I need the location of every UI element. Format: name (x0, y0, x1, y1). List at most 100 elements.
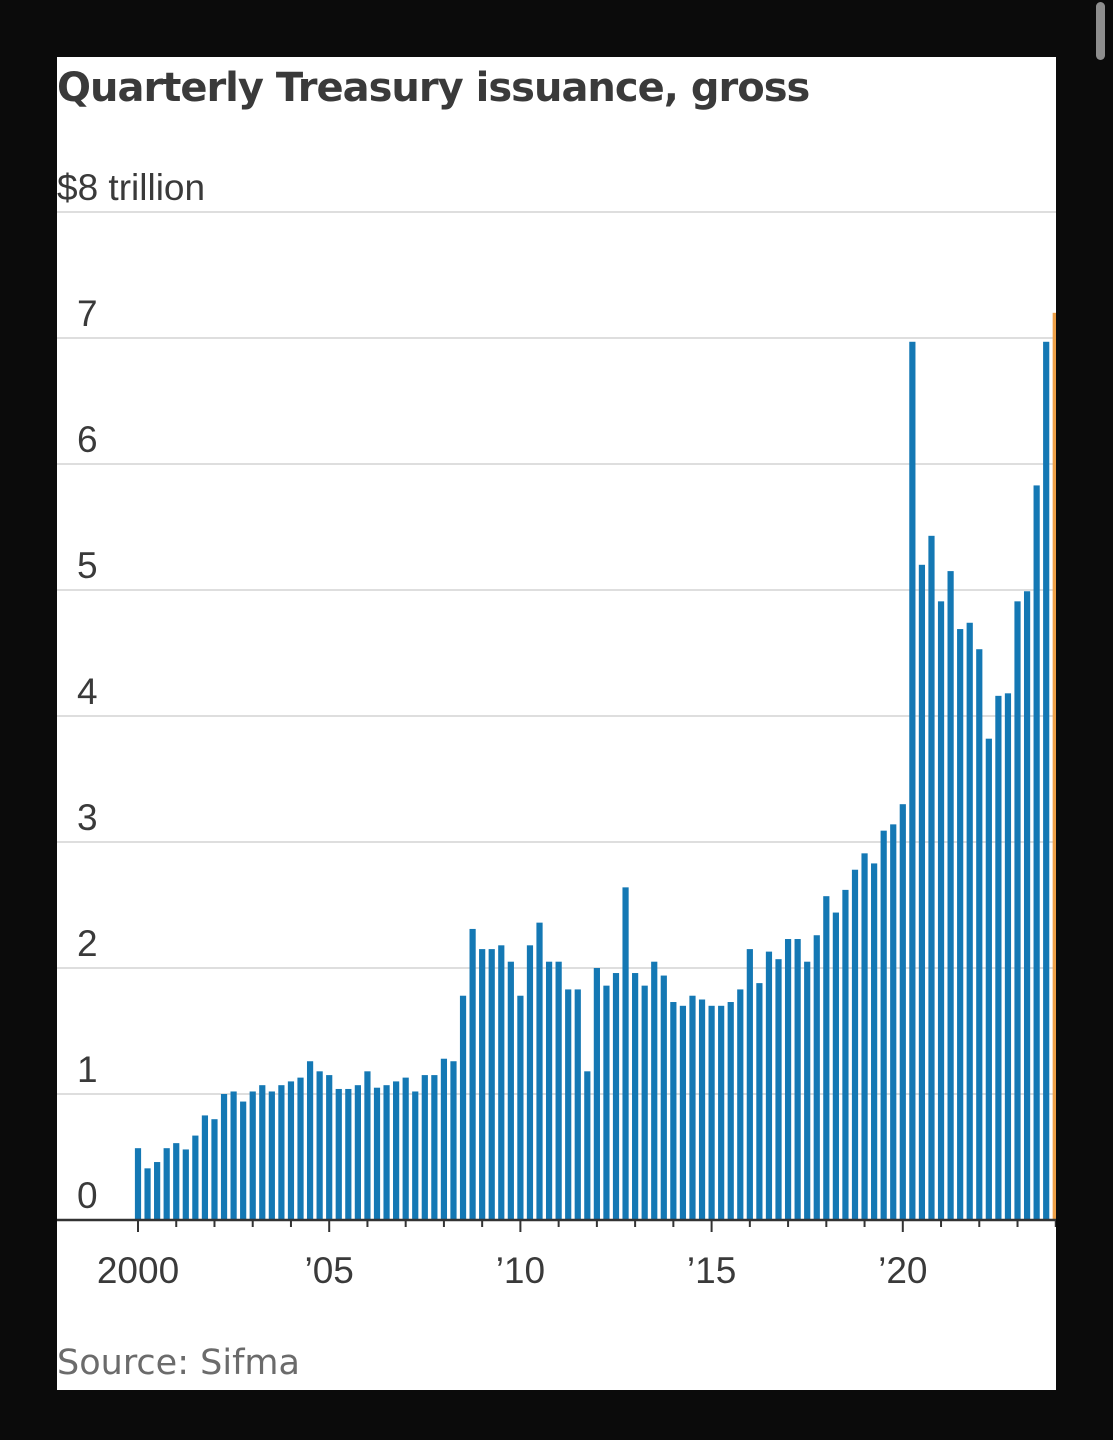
bar (469, 928, 476, 1220)
bar (632, 973, 639, 1220)
x-tick-label: 2000 (97, 1250, 179, 1291)
bar (220, 1094, 228, 1220)
y-tick-label: 4 (77, 671, 98, 712)
bar (651, 961, 658, 1220)
bar (479, 949, 486, 1220)
bar (412, 1091, 419, 1220)
bar (918, 564, 926, 1220)
bar (488, 949, 495, 1220)
bar (727, 1002, 734, 1220)
chart-title: Quarterly Treasury issuance, gross (57, 65, 810, 111)
bar (957, 629, 964, 1220)
x-tick-label: ’10 (496, 1250, 545, 1291)
x-tick-label: ’05 (305, 1250, 354, 1291)
bar (211, 1119, 218, 1220)
bar (154, 1162, 161, 1220)
bar (823, 896, 830, 1220)
bar (555, 961, 562, 1220)
bar-chart: 0 1 2 3 4 5 6 7 $8 trillion 2000 ’05 ’10 ’15 ’20 (57, 167, 1056, 1291)
bar (364, 1071, 371, 1220)
bar (574, 989, 581, 1220)
bar (679, 1005, 687, 1220)
bar (737, 989, 744, 1220)
y-tick-label: 5 (77, 545, 98, 586)
bar (718, 1005, 725, 1220)
x-tick-label: ’20 (878, 1250, 927, 1291)
y-tick-label: 1 (77, 1049, 98, 1090)
bar (545, 961, 553, 1220)
bar (498, 945, 505, 1220)
bar (765, 951, 773, 1220)
y-tick-label: $8 trillion (57, 167, 205, 208)
bar (134, 1148, 142, 1220)
bar (192, 1135, 199, 1220)
bar (880, 830, 887, 1220)
bar (698, 999, 706, 1220)
bars (134, 312, 1056, 1220)
bar (708, 1005, 715, 1220)
bar (641, 985, 648, 1220)
x-tick-label: ’15 (687, 1250, 736, 1291)
source-note: Source: Sifma (57, 1343, 300, 1383)
bar (526, 945, 534, 1220)
bar (832, 912, 839, 1220)
bar (603, 985, 610, 1220)
bar (1023, 591, 1031, 1220)
bar (173, 1143, 180, 1220)
bar (689, 995, 696, 1220)
bar (756, 983, 763, 1220)
bar (345, 1088, 352, 1220)
bar (660, 975, 667, 1220)
bar (871, 863, 878, 1220)
bar (1004, 693, 1012, 1220)
bar (249, 1091, 256, 1220)
bar (240, 1101, 247, 1220)
bar (966, 622, 973, 1220)
bar (1014, 601, 1021, 1220)
bar (976, 649, 983, 1220)
y-tick-label: 7 (77, 293, 98, 334)
chart-card: Quarterly Treasury issuance, gross 0 1 2 3 4… (57, 57, 1056, 1390)
bar (593, 968, 600, 1220)
bar (536, 922, 543, 1220)
scrollbar-thumb[interactable] (1096, 2, 1105, 60)
bar (335, 1088, 342, 1220)
bar (985, 738, 992, 1220)
bar (995, 695, 1002, 1220)
bar (326, 1075, 333, 1220)
bar (584, 1071, 591, 1220)
bar (507, 961, 514, 1220)
bar (230, 1091, 237, 1220)
bar (440, 1058, 448, 1220)
bar (278, 1085, 285, 1220)
bar (775, 959, 782, 1220)
bar (937, 601, 945, 1220)
bar (450, 1061, 457, 1220)
bar (612, 973, 620, 1220)
bar (794, 939, 801, 1220)
bar (402, 1077, 409, 1220)
bar (909, 341, 916, 1220)
y-tick-label: 0 (77, 1175, 98, 1216)
bar (813, 935, 820, 1220)
bar (842, 889, 849, 1220)
bar (259, 1085, 266, 1220)
bar-highlight (1052, 312, 1056, 1220)
axis-labels: 0 1 2 3 4 5 6 7 $8 trillion 2000 ’05 ’10 ’15 ’20 (57, 167, 927, 1291)
bar (890, 824, 897, 1220)
bar (784, 939, 792, 1220)
bar (182, 1149, 189, 1220)
bar (383, 1085, 390, 1220)
bar (297, 1077, 304, 1220)
bar (373, 1087, 381, 1220)
bar (1043, 341, 1050, 1220)
bar (144, 1168, 151, 1220)
bar (287, 1081, 295, 1220)
bar (163, 1148, 170, 1220)
x-axis (57, 1218, 1056, 1232)
bar (565, 989, 572, 1220)
bar (804, 961, 811, 1220)
bar (928, 535, 935, 1220)
bar (947, 571, 954, 1220)
bar (861, 853, 868, 1220)
